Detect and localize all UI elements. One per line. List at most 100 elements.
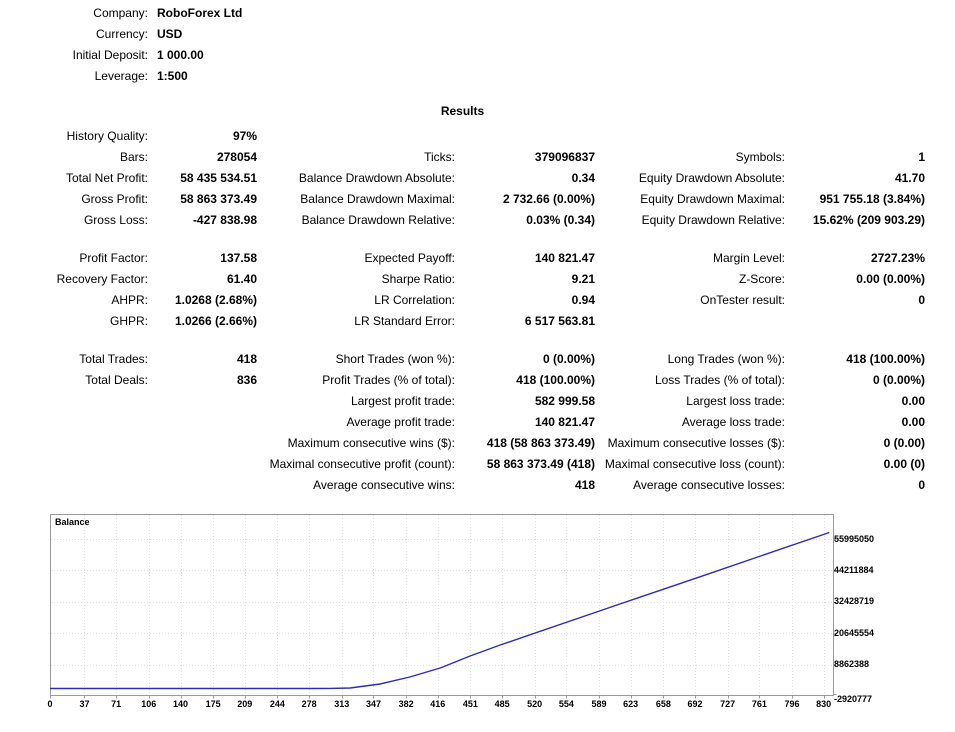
stat-label: Average consecutive wins: xyxy=(313,478,455,492)
stat-label: History Quality: xyxy=(66,129,148,143)
x-axis-label: 520 xyxy=(527,699,543,709)
stat-label: AHPR: xyxy=(111,293,148,307)
results-block: Profit Factor: 137.58 Expected Payoff: 140 … xyxy=(0,248,925,332)
x-axis-label: 244 xyxy=(269,699,285,709)
stat-value: 58 863 373.49 (418) xyxy=(486,457,595,471)
account-field-label: Initial Deposit: xyxy=(72,48,148,62)
account-field-label: Currency: xyxy=(95,27,148,41)
stat-value: 97% xyxy=(232,129,257,143)
x-axis-label: 106 xyxy=(141,699,157,709)
stat-value: 836 xyxy=(236,373,257,387)
x-axis-label: 623 xyxy=(623,699,639,709)
x-axis-label: 727 xyxy=(720,699,736,709)
stat-value: 137.58 xyxy=(220,251,257,265)
stat-value: 0.94 xyxy=(571,293,595,307)
axis-tick-marks xyxy=(50,539,837,699)
stat-label: Maximal consecutive profit (count): xyxy=(269,457,455,471)
stat-label: Margin Level: xyxy=(712,251,785,265)
stat-value: 0 (0.00%) xyxy=(542,352,595,366)
results-title: Results xyxy=(440,104,485,118)
stat-label: Loss Trades (% of total): xyxy=(654,373,785,387)
stat-value: 0.00 (0.00%) xyxy=(856,272,925,286)
x-axis-label: 589 xyxy=(591,699,607,709)
x-axis-label: 37 xyxy=(79,699,90,709)
stat-value: -427 838.98 xyxy=(192,213,257,227)
results-row: Gross Loss: -427 838.98 Balance Drawdown R… xyxy=(0,210,925,231)
results-row: Average profit trade: 140 821.47 Average l… xyxy=(0,412,925,433)
account-field-value: USD xyxy=(157,27,183,41)
results-row: Total Trades: 418 Short Trades (won %): 0 (… xyxy=(0,349,925,370)
x-axis-label: 658 xyxy=(655,699,671,709)
account-row: Currency: USD xyxy=(0,24,925,45)
stat-value: 0 (0.00%) xyxy=(872,373,925,387)
account-field-value: 1 000.00 xyxy=(157,48,204,62)
stat-label: OnTester result: xyxy=(700,293,785,307)
stat-value: 140 821.47 xyxy=(534,251,595,265)
results-row: Recovery Factor: 61.40 Sharpe Ratio: 9.21 Z-… xyxy=(0,269,925,290)
account-row: Company: RoboForex Ltd xyxy=(0,3,925,24)
x-axis-label: 830 xyxy=(816,699,832,709)
results-row: Profit Factor: 137.58 Expected Payoff: 140 … xyxy=(0,248,925,269)
stat-label: LR Standard Error: xyxy=(354,314,455,328)
stat-label: Largest profit trade: xyxy=(350,394,455,408)
results-block: History Quality: 97% Bars: 278054 Ticks: 3790… xyxy=(0,126,925,231)
balance-line xyxy=(50,531,830,690)
y-axis-label: -2920777 xyxy=(834,693,873,704)
x-axis-label: 451 xyxy=(462,699,478,709)
stat-value: 0.00 (0) xyxy=(883,457,925,471)
x-axis-label: 313 xyxy=(334,699,350,709)
stat-value: 418 (100.00%) xyxy=(846,352,925,366)
results-row: Bars: 278054 Ticks: 379096837 Symbols: 1 xyxy=(0,147,925,168)
stat-value: 0.03% (0.34) xyxy=(526,213,595,227)
stat-value: 140 821.47 xyxy=(534,415,595,429)
stat-value: 58 863 373.49 xyxy=(180,192,257,206)
stat-label: Largest loss trade: xyxy=(686,394,785,408)
y-axis-label: 8862388 xyxy=(834,659,870,670)
stat-label: Balance Drawdown Absolute: xyxy=(298,171,455,185)
x-axis-label: 175 xyxy=(205,699,221,709)
account-field-label: Company: xyxy=(93,6,148,20)
stat-label: Balance Drawdown Maximal: xyxy=(300,192,455,206)
stat-label: Average profit trade: xyxy=(346,415,455,429)
stat-label: LR Correlation: xyxy=(374,293,455,307)
x-axis-label: 761 xyxy=(751,699,767,709)
stat-label: Gross Profit: xyxy=(81,192,148,206)
stat-label: Maximum consecutive losses ($): xyxy=(607,436,785,450)
y-axis-label: 32428719 xyxy=(834,596,875,607)
stat-label: Total Trades: xyxy=(79,352,148,366)
stat-value: 9.21 xyxy=(571,272,595,286)
stat-value: 2 732.66 (0.00%) xyxy=(502,192,595,206)
stat-label: Recovery Factor: xyxy=(56,272,148,286)
stat-value: 418 (100.00%) xyxy=(516,373,595,387)
stat-label: Total Net Profit: xyxy=(65,171,148,185)
stat-value: 0 xyxy=(918,293,925,307)
stat-label: Sharpe Ratio: xyxy=(381,272,455,286)
x-axis-label: 416 xyxy=(430,699,446,709)
x-axis-label: 0 xyxy=(47,699,53,709)
results-row: GHPR: 1.0266 (2.66%) LR Standard Error: 6 5… xyxy=(0,311,925,332)
stat-label: GHPR: xyxy=(109,314,148,328)
stat-label: Gross Loss: xyxy=(83,213,148,227)
account-row: Initial Deposit: 1 000.00 xyxy=(0,45,925,66)
x-axis-label: 485 xyxy=(494,699,510,709)
stat-label: Short Trades (won %): xyxy=(335,352,455,366)
stat-value: 951 755.18 (3.84%) xyxy=(819,192,925,206)
stat-label: Ticks: xyxy=(424,150,455,164)
stat-label: Equity Drawdown Relative: xyxy=(641,213,785,227)
x-axis-label: 278 xyxy=(301,699,317,709)
stat-label: Bars: xyxy=(119,150,148,164)
stat-label: Average consecutive losses: xyxy=(633,478,785,492)
y-axis-label: 20645554 xyxy=(834,627,875,638)
stat-label: Z-Score: xyxy=(738,272,785,286)
stat-value: 0.34 xyxy=(571,171,595,185)
x-axis-label: 209 xyxy=(237,699,253,709)
stat-value: 0.00 xyxy=(901,415,925,429)
x-axis-label: 140 xyxy=(172,699,189,709)
grid-lines xyxy=(51,515,832,694)
stat-value: 1.0266 (2.66%) xyxy=(174,314,257,328)
results-row: Largest profit trade: 582 999.58 Largest l… xyxy=(0,391,925,412)
stat-label: Maximum consecutive wins ($): xyxy=(287,436,455,450)
account-row: Leverage: 1:500 xyxy=(0,66,925,87)
stat-value: 0 xyxy=(918,478,925,492)
